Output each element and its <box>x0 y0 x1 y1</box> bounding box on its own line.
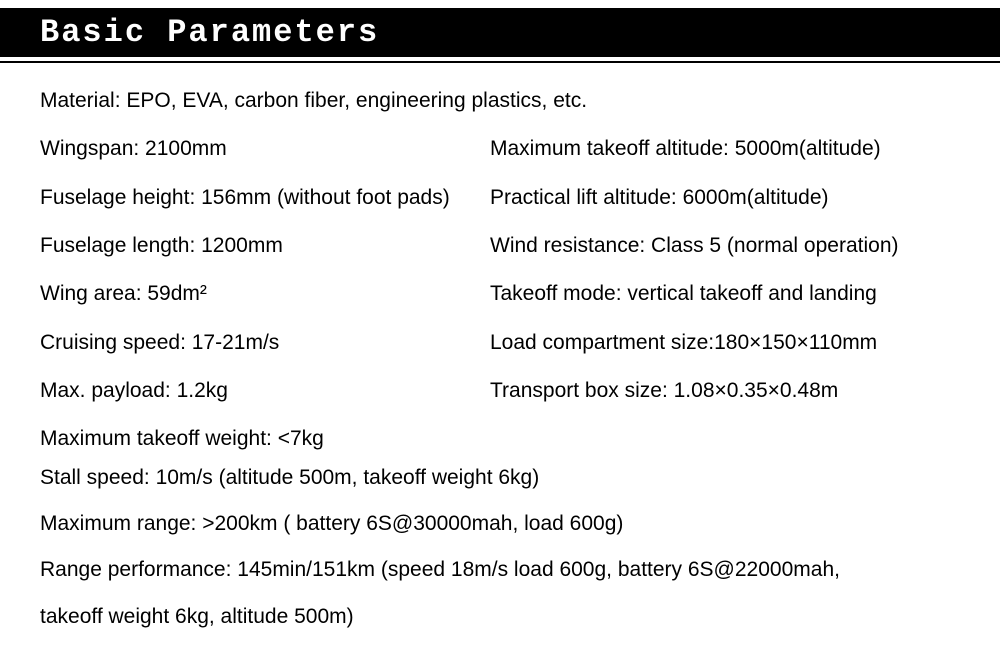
param-range-performance-line2: takeoff weight 6kg, altitude 500m) <box>40 603 970 631</box>
param-wing-area: Wing area: 59dm² <box>40 280 490 308</box>
param-fuselage-length: Fuselage length: 1200mm <box>40 232 490 260</box>
param-wind-resistance: Wind resistance: Class 5 (normal operati… <box>490 232 970 260</box>
param-stall-speed: Stall speed: 10m/s (altitude 500m, takeo… <box>40 464 970 492</box>
param-max-range: Maximum range: >200km ( battery 6S@30000… <box>40 510 970 538</box>
header-region: Basic Parameters <box>0 0 1000 63</box>
param-transport-box-size: Transport box size: 1.08×0.35×0.48m <box>490 377 970 405</box>
param-takeoff-mode: Takeoff mode: vertical takeoff and landi… <box>490 280 970 308</box>
param-practical-lift-altitude: Practical lift altitude: 6000m(altitude) <box>490 184 970 212</box>
param-load-compartment-size: Load compartment size:180×150×110mm <box>490 329 970 357</box>
param-fuselage-height: Fuselage height: 156mm (without foot pad… <box>40 184 490 212</box>
param-max-payload: Max. payload: 1.2kg <box>40 377 490 405</box>
param-material: Material: EPO, EVA, carbon fiber, engine… <box>40 87 970 115</box>
param-max-takeoff-weight: Maximum takeoff weight: <7kg <box>40 425 970 453</box>
param-max-takeoff-altitude: Maximum takeoff altitude: 5000m(altitude… <box>490 135 970 163</box>
param-range-performance-line1: Range performance: 145min/151km (speed 1… <box>40 556 970 584</box>
param-wingspan: Wingspan: 2100mm <box>40 135 490 163</box>
section-title: Basic Parameters <box>0 8 1000 57</box>
param-cruising-speed: Cruising speed: 17-21m/s <box>40 329 490 357</box>
parameters-content: Material: EPO, EVA, carbon fiber, engine… <box>0 87 1000 631</box>
